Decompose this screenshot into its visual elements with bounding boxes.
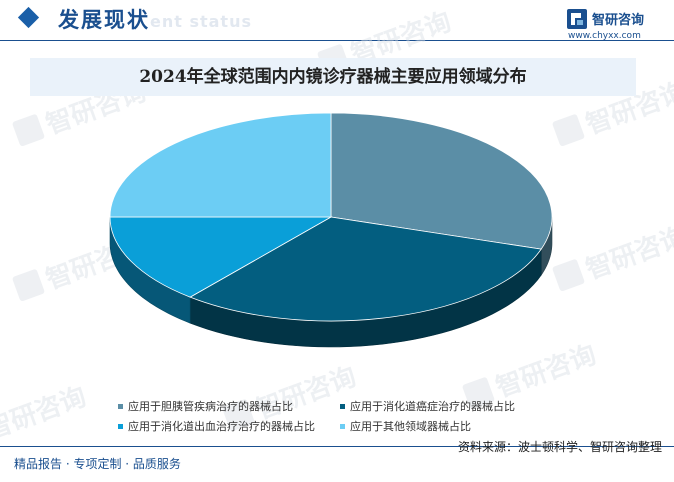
legend-label: 应用于胆胰管疾病治疗的器械占比 <box>128 400 293 413</box>
legend-item: 应用于其他领域器械占比 <box>340 418 471 434</box>
pie-slice <box>330 112 553 250</box>
legend-item: 应用于消化道癌症治疗的器械占比 <box>340 398 515 414</box>
section-title: 发展现状 <box>58 8 150 32</box>
footer-tagline: 精品报告 · 专项定制 · 品质服务 <box>14 457 181 471</box>
footer-source: 资料来源：波士顿科学、智研咨询整理 <box>457 440 662 454</box>
diamond-icon <box>17 6 40 29</box>
pie-slice <box>189 216 542 322</box>
watermark-text: 智研咨询 <box>0 381 90 446</box>
header-rule <box>0 40 674 41</box>
legend-swatch <box>118 423 123 429</box>
section-title-ghost: ent status <box>150 12 252 31</box>
brand-logo-icon <box>567 9 587 29</box>
legend-label: 应用于其他领域器械占比 <box>350 420 471 433</box>
footer-rule <box>0 446 674 447</box>
pie-chart <box>109 112 553 348</box>
chart-title-box: 2024年全球范围内内镜诊疗器械主要应用领域分布 <box>30 58 636 96</box>
pie-slice <box>109 216 333 298</box>
chart-legend: 应用于胆胰管疾病治疗的器械占比 应用于消化道癌症治疗的器械占比应用于消化道出血治疗… <box>118 398 598 438</box>
pie-slice <box>109 112 332 218</box>
legend-item: 应用于胆胰管疾病治疗的器械占比 <box>118 398 293 414</box>
legend-swatch <box>340 423 345 429</box>
brand-url: www.chyxx.com <box>568 31 641 41</box>
legend-label: 应用于消化道出血治疗治疗的器械占比 <box>128 420 315 433</box>
legend-swatch <box>118 403 123 409</box>
brand: 智研咨询 www.chyxx.com <box>566 7 666 41</box>
legend-item: 应用于消化道出血治疗治疗的器械占比 <box>118 418 315 434</box>
header: ent status 发展现状 智研咨询 www.chyxx.com <box>0 0 674 44</box>
chart-title: 2024年全球范围内内镜诊疗器械主要应用领域分布 <box>139 67 527 87</box>
legend-swatch <box>340 403 345 409</box>
brand-name: 智研咨询 <box>592 13 645 28</box>
legend-label: 应用于消化道癌症治疗的器械占比 <box>350 400 515 413</box>
